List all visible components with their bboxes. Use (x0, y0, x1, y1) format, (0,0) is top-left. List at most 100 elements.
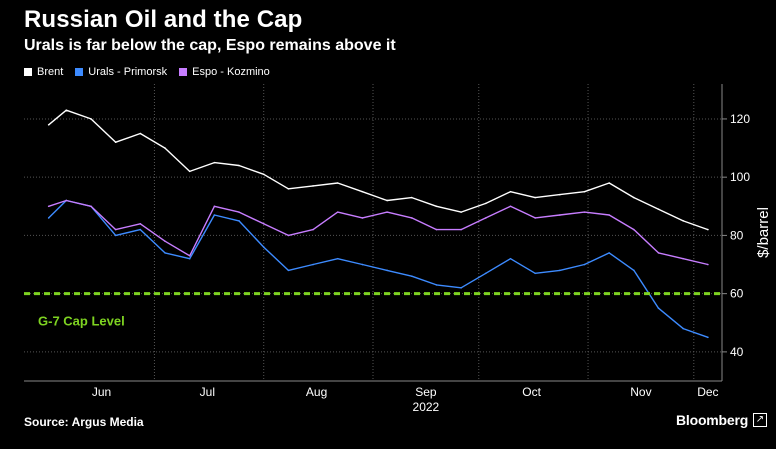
data-point (435, 228, 438, 231)
data-point (435, 205, 438, 208)
legend-item-brent: Brent (24, 66, 63, 78)
data-point (559, 214, 561, 216)
data-point (386, 199, 388, 202)
data-point (164, 147, 166, 149)
data-point (114, 228, 117, 231)
data-point (707, 263, 709, 266)
data-point (608, 252, 610, 254)
data-point (534, 217, 536, 219)
data-point (139, 228, 142, 231)
data-point (509, 190, 512, 193)
data-point (361, 217, 364, 219)
data-point (633, 269, 635, 272)
data-point (90, 118, 92, 120)
data-point (188, 170, 191, 173)
data-point (583, 211, 586, 213)
data-point (287, 234, 290, 237)
data-point (386, 211, 388, 213)
data-point (287, 188, 290, 190)
data-point (608, 182, 610, 184)
data-point (707, 336, 709, 339)
data-point (262, 246, 265, 248)
y-tick-label: 120 (730, 112, 750, 126)
data-point (90, 205, 92, 208)
data-point (238, 164, 240, 167)
data-point (460, 211, 462, 213)
data-point (139, 222, 142, 225)
legend-label-espo: Espo - Kozmino (192, 66, 270, 78)
data-point (47, 205, 50, 208)
y-tick-label: 40 (730, 345, 744, 359)
data-point (460, 228, 462, 231)
series-line-espo (48, 199, 709, 266)
data-point (410, 196, 413, 199)
data-point (213, 161, 216, 164)
data-point (114, 234, 117, 237)
data-point (410, 217, 413, 219)
data-point (47, 123, 50, 126)
data-point (485, 217, 487, 219)
data-point (657, 307, 660, 310)
legend-label-brent: Brent (37, 66, 64, 78)
y-axis-label: $/barrel (755, 207, 772, 258)
series-line-urals (48, 199, 709, 338)
year-label: 2022 (413, 400, 440, 414)
data-point (188, 257, 191, 260)
data-point (682, 220, 685, 222)
data-point (312, 263, 314, 266)
legend-swatch-espo (179, 68, 188, 76)
data-point (336, 257, 339, 260)
cap-reference-label: G-7 Cap Level (38, 314, 125, 329)
data-point (485, 272, 487, 275)
data-point (262, 222, 265, 225)
data-point (114, 141, 117, 144)
data-point (312, 185, 314, 187)
data-point (509, 205, 512, 208)
data-point (139, 132, 142, 135)
data-point (534, 272, 536, 275)
legend-label-urals: Urals - Primorsk (88, 66, 168, 78)
x-tick-label: Sep (415, 385, 437, 399)
data-point (559, 269, 561, 272)
x-tick-label: Jul (200, 385, 215, 399)
data-point (47, 217, 50, 219)
data-point (707, 228, 709, 231)
series-line-brent (48, 109, 709, 231)
chart-title: Russian Oil and the Cap (24, 6, 303, 33)
external-link-icon[interactable]: ↗ (753, 413, 767, 427)
data-point (238, 220, 240, 222)
x-tick-label: Dec (697, 385, 718, 399)
data-point (262, 173, 265, 176)
x-tick-label: Aug (306, 385, 327, 399)
data-point (460, 287, 462, 289)
source-note: Source: Argus Media (24, 415, 144, 429)
data-point (164, 252, 166, 254)
data-point (682, 257, 685, 260)
data-point (633, 228, 635, 231)
chart-subtitle: Urals is far below the cap, Espo remains… (24, 37, 396, 54)
data-point (361, 263, 364, 266)
data-point (583, 190, 586, 193)
data-point (386, 269, 388, 272)
data-point (65, 199, 68, 202)
data-point (559, 193, 561, 196)
data-point (238, 211, 240, 213)
data-point (336, 211, 339, 213)
data-point (336, 182, 339, 184)
data-point (213, 214, 216, 216)
y-tick-label: 80 (730, 228, 744, 242)
data-point (435, 284, 438, 286)
x-tick-label: Jun (92, 385, 111, 399)
legend: Brent Urals - Primorsk Espo - Kozmino (24, 66, 270, 78)
data-point (509, 257, 512, 260)
data-point (633, 196, 635, 199)
legend-swatch-brent (24, 68, 32, 76)
data-point (657, 208, 660, 211)
data-point (657, 252, 660, 254)
data-point (583, 263, 586, 266)
legend-swatch-urals (75, 68, 84, 76)
data-point (485, 202, 487, 205)
data-point (312, 228, 314, 231)
y-tick-label: 100 (730, 170, 750, 184)
